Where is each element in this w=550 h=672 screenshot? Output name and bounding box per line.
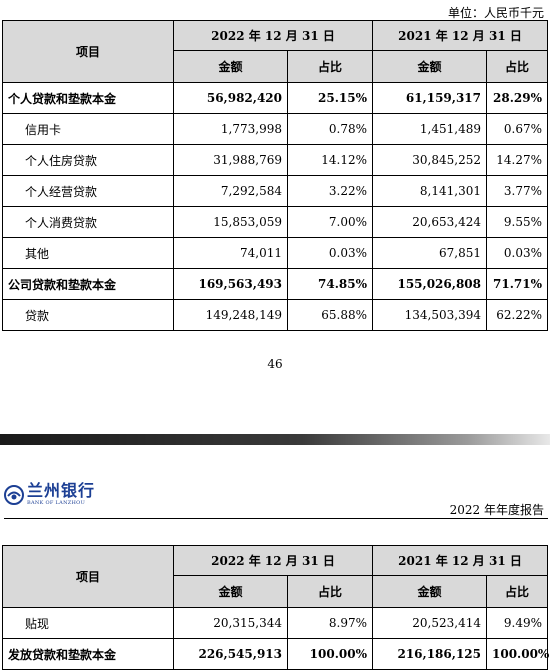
amount-2022: 31,988,769: [173, 144, 288, 176]
amount-2022: 15,853,059: [173, 206, 288, 238]
page-number: 46: [267, 357, 283, 371]
amount-2022: 56,982,420: [173, 82, 288, 114]
row-label: 信用卡: [2, 113, 174, 145]
table-row: 公司贷款和垫款本金 169,563,493 74.85% 155,026,808…: [2, 268, 548, 300]
row-label: 其他: [2, 237, 174, 269]
header-share-2022: 占比: [287, 50, 373, 83]
share-2021: 100.00%: [486, 638, 549, 670]
header-share-2021: 占比: [486, 575, 548, 608]
share-2021: 9.49%: [486, 607, 548, 639]
header-2021: 2021 年 12 月 31 日: [372, 20, 548, 51]
header-amount-2022: 金额: [173, 575, 288, 608]
header-item: 项目: [2, 20, 174, 83]
report-title: 2022 年年度报告: [449, 503, 544, 517]
amount-2022: 149,248,149: [173, 299, 288, 331]
table-row: 贷款 149,248,149 65.88% 134,503,394 62.22%: [2, 299, 548, 331]
share-2022: 65.88%: [287, 299, 373, 331]
loan-table-bottom: 项目 2022 年 12 月 31 日 2021 年 12 月 31 日 金额 …: [2, 545, 549, 670]
header-2022: 2022 年 12 月 31 日: [173, 545, 373, 576]
table-row: 个人经营贷款 7,292,584 3.22% 8,141,301 3.77%: [2, 175, 548, 207]
amount-2021: 8,141,301: [372, 175, 487, 207]
amount-2021: 134,503,394: [372, 299, 487, 331]
amount-2021: 67,851: [372, 237, 487, 269]
table-row: 发放贷款和垫款本金 226,545,913 100.00% 216,186,12…: [2, 638, 549, 670]
header-amount-2022: 金额: [173, 50, 288, 83]
table-row: 其他 74,011 0.03% 67,851 0.03%: [2, 237, 548, 269]
table-row: 信用卡 1,773,998 0.78% 1,451,489 0.67%: [2, 113, 548, 145]
share-2022: 25.15%: [287, 82, 373, 114]
amount-2021: 155,026,808: [372, 268, 487, 300]
table-row: 个人消费贷款 15,853,059 7.00% 20,653,424 9.55%: [2, 206, 548, 238]
share-2021: 0.67%: [486, 113, 548, 145]
share-2022: 0.78%: [287, 113, 373, 145]
header-2021: 2021 年 12 月 31 日: [372, 545, 548, 576]
row-label: 个人住房贷款: [2, 144, 174, 176]
share-2021: 3.77%: [486, 175, 548, 207]
header-item: 项目: [2, 545, 174, 608]
share-2022: 14.12%: [287, 144, 373, 176]
amount-2022: 1,773,998: [173, 113, 288, 145]
share-2022: 3.22%: [287, 175, 373, 207]
row-label: 贷款: [2, 299, 174, 331]
page-divider-band: [0, 434, 550, 445]
amount-2022: 169,563,493: [173, 268, 288, 300]
share-2021: 9.55%: [486, 206, 548, 238]
table-row: 贴现 20,315,344 8.97% 20,523,414 9.49%: [2, 607, 548, 639]
share-2021: 62.22%: [486, 299, 548, 331]
amount-2022: 74,011: [173, 237, 288, 269]
amount-2021: 1,451,489: [372, 113, 487, 145]
share-2022: 100.00%: [287, 638, 373, 670]
row-label: 个人经营贷款: [2, 175, 174, 207]
header-amount-2021: 金额: [372, 575, 487, 608]
header-share-2021: 占比: [486, 50, 548, 83]
row-label: 发放贷款和垫款本金: [2, 638, 174, 670]
amount-2021: 20,523,414: [372, 607, 487, 639]
unit-note: 单位：人民币千元: [447, 6, 544, 20]
row-label: 个人贷款和垫款本金: [2, 82, 174, 114]
share-2022: 74.85%: [287, 268, 373, 300]
amount-2021: 216,186,125: [372, 638, 487, 670]
share-2022: 0.03%: [287, 237, 373, 269]
amount-2022: 7,292,584: [173, 175, 288, 207]
loan-table-top: 项目 2022 年 12 月 31 日 2021 年 12 月 31 日 金额 …: [2, 20, 548, 331]
amount-2022: 226,545,913: [173, 638, 288, 670]
bank-emblem-icon: [4, 484, 24, 505]
bank-logo: 兰州银行 BANK OF LANZHOU: [4, 483, 95, 506]
header-rule: [4, 518, 548, 519]
bank-name-cn: 兰州银行: [27, 481, 96, 500]
share-2021: 0.03%: [486, 237, 548, 269]
header-2022: 2022 年 12 月 31 日: [173, 20, 373, 51]
amount-2022: 20,315,344: [173, 607, 288, 639]
share-2021: 14.27%: [486, 144, 548, 176]
header-share-2022: 占比: [287, 575, 373, 608]
table-row: 个人住房贷款 31,988,769 14.12% 30,845,252 14.2…: [2, 144, 548, 176]
row-label: 个人消费贷款: [2, 206, 174, 238]
bank-name-en: BANK OF LANZHOU: [27, 500, 86, 506]
share-2021: 28.29%: [486, 82, 548, 114]
amount-2021: 20,653,424: [372, 206, 487, 238]
row-label: 公司贷款和垫款本金: [2, 268, 174, 300]
share-2021: 71.71%: [486, 268, 548, 300]
header-amount-2021: 金额: [372, 50, 487, 83]
amount-2021: 30,845,252: [372, 144, 487, 176]
amount-2021: 61,159,317: [372, 82, 487, 114]
share-2022: 7.00%: [287, 206, 373, 238]
table-row: 个人贷款和垫款本金 56,982,420 25.15% 61,159,317 2…: [2, 82, 548, 114]
share-2022: 8.97%: [287, 607, 373, 639]
row-label: 贴现: [2, 607, 174, 639]
